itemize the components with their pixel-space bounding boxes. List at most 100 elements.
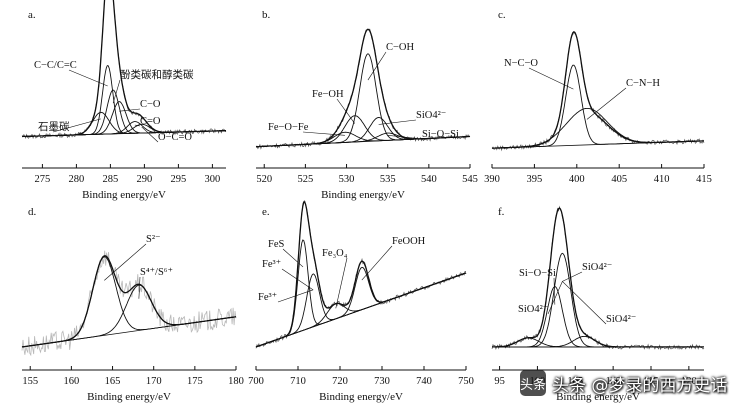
peak-annotation: Si−O−Si [422, 129, 459, 140]
x-tick-label: 170 [146, 376, 162, 387]
annotation-leader [586, 87, 627, 120]
peak-annotation: O−C=O [158, 132, 192, 143]
peak-annotation: 石墨碳 [38, 120, 70, 133]
panel-label: a. [28, 9, 36, 21]
annotation-leader [141, 126, 159, 143]
annotation-leader [547, 281, 563, 315]
x-tick-label: 155 [22, 376, 38, 387]
annotation-leader [134, 124, 141, 127]
x-tick-label: 280 [69, 174, 85, 185]
x-tick-label: 395 [527, 174, 543, 185]
x-axis-label: Binding energy/eV [319, 391, 403, 403]
x-tick-label: 180 [228, 376, 244, 387]
peak-annotation: C=O [140, 116, 161, 127]
x-tick-label: 720 [332, 376, 348, 387]
annotation-leader [335, 257, 348, 309]
annotation-leader [367, 51, 387, 81]
x-tick-label: 120 [681, 376, 697, 387]
component-peak-line [491, 107, 704, 149]
x-tick-label: 110 [605, 376, 620, 387]
x-tick-label: 710 [290, 376, 306, 387]
panel-2: 390 395 400 405 410 415 c. N−C−O C−N−H [484, 9, 712, 185]
x-tick-label: 95 [494, 376, 505, 387]
annotation-leader [302, 131, 345, 136]
x-tick-label: 410 [654, 174, 670, 185]
x-tick-label: 525 [298, 174, 314, 185]
x-tick-label: 285 [103, 174, 119, 185]
peak-annotation: SiO4²⁻ [606, 314, 636, 325]
x-tick-label: 105 [567, 376, 583, 387]
panel-label: c. [498, 9, 506, 21]
envelope-fit-line [255, 201, 467, 348]
component-peak-line [256, 132, 470, 148]
annotation-leader [104, 243, 147, 281]
raw-data-line [491, 31, 705, 152]
annotation-leader [112, 79, 121, 104]
peak-annotation: Fe−OH [312, 89, 344, 100]
x-tick-label: 700 [248, 376, 264, 387]
annotation-leader [387, 135, 423, 140]
annotation-leader [281, 268, 314, 291]
x-tick-label: 540 [421, 174, 437, 185]
peak-annotation: S⁴⁺/S⁶⁺ [140, 267, 173, 278]
watermark: 头条 头条 @梦录的西方史话 [520, 366, 727, 400]
x-axis-label: Binding energy/eV [556, 391, 640, 403]
annotation-leader [282, 248, 304, 268]
peak-annotation: Si−O−Si [519, 268, 556, 279]
annotation-leader [528, 67, 574, 90]
peak-annotation: SiO4²⁻ [518, 304, 548, 315]
x-tick-label: 730 [374, 376, 390, 387]
peak-annotation: Fe³⁺ [262, 259, 281, 270]
x-axis-label: Binding energy/eV [87, 391, 171, 403]
raw-data-line [21, 250, 237, 357]
annotation-leader [378, 119, 417, 125]
component-peak-line [492, 286, 704, 348]
x-tick-label: 275 [35, 174, 51, 185]
panel-label: f. [498, 206, 505, 218]
raw-data-line [491, 205, 705, 351]
peak-annotation: Fe−O−Fe [268, 122, 309, 133]
component-peak-line [21, 284, 237, 348]
annotation-leader [68, 69, 108, 87]
panel-label: b. [262, 9, 271, 21]
x-tick-label: 290 [137, 174, 153, 185]
x-tick-label: 740 [416, 376, 432, 387]
x-tick-label: 165 [105, 376, 121, 387]
x-tick-label: 415 [696, 174, 712, 185]
peak-annotation: FeOOH [392, 236, 426, 247]
component-peak-line [255, 266, 467, 348]
x-tick-label: 400 [569, 174, 585, 185]
component-peak-line [491, 64, 704, 149]
annotation-leader [361, 245, 393, 281]
x-tick-label: 545 [462, 174, 478, 185]
annotation-leader [119, 108, 141, 112]
component-peak-line [21, 256, 237, 348]
peak-annotation: S²⁻ [146, 234, 161, 245]
x-tick-label: 300 [205, 174, 221, 185]
x-tick-label: 750 [458, 376, 474, 387]
panel-label: e. [262, 206, 270, 218]
peak-annotation: C−N−H [626, 78, 660, 89]
peak-annotation: C−O [140, 99, 161, 110]
annotation-leader [138, 276, 141, 299]
x-tick-label: 175 [187, 376, 203, 387]
annotation-leader [562, 271, 583, 282]
raw-data-line [255, 200, 467, 349]
peak-annotation: FeS [268, 239, 285, 250]
peak-annotation: Fe₃O₄ [322, 248, 348, 259]
x-tick-label: 295 [171, 174, 187, 185]
peak-annotation: 酚类碳和醇类碳 [120, 68, 194, 81]
panel-3: 155 160 165 170 175 180 Binding energy/eV d. S²⁻… [21, 206, 244, 403]
x-axis-label: Binding energy/eV [321, 189, 405, 201]
x-tick-label: 405 [611, 174, 627, 185]
x-tick-label: 390 [484, 174, 500, 185]
annotation-leader [52, 118, 101, 133]
component-peak-line [255, 239, 467, 348]
x-tick-label: 160 [64, 376, 80, 387]
component-peak-line [492, 335, 704, 348]
x-tick-label: 520 [256, 174, 272, 185]
panel-label: d. [28, 206, 37, 218]
watermark-logo-icon: 头条 [520, 370, 546, 396]
watermark-text: 头条 @梦录的西方史话 [552, 375, 728, 396]
